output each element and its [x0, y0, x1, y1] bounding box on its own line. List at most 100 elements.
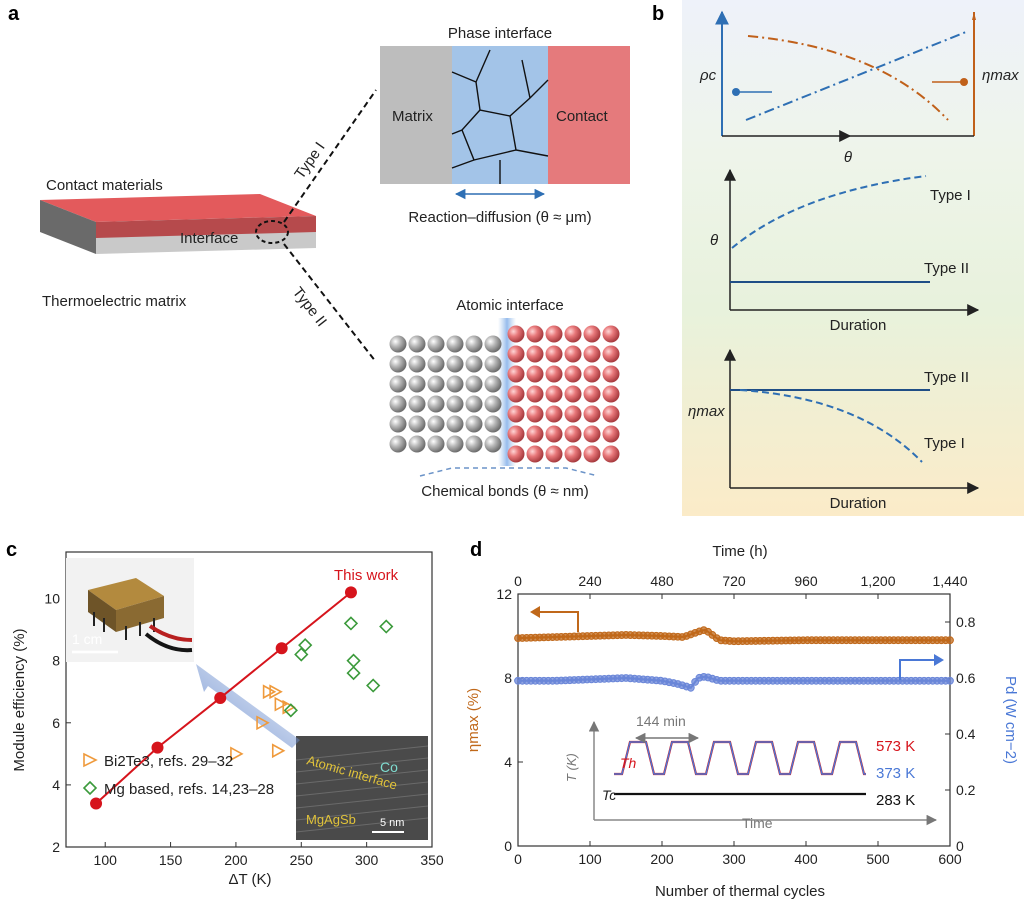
d-inset-th-label: Th [620, 755, 637, 771]
matrix-atom [427, 375, 445, 393]
c-legend-bi2te3-marker [83, 752, 98, 768]
matrix-atom [446, 415, 464, 433]
contact-atom [545, 445, 563, 463]
thermoelectric-matrix-label: Thermoelectric matrix [42, 293, 187, 310]
contact-materials-label: Contact materials [46, 177, 163, 194]
panel-b-label: b [652, 3, 664, 25]
c-mg-point [294, 647, 309, 662]
c-y-tick-label: 4 [52, 777, 60, 793]
d-x2-tick-label: 960 [794, 573, 818, 589]
c-tem-scale-label: 5 nm [380, 817, 404, 829]
c-this-work-point [90, 797, 103, 810]
b-mid-type-i-label: Type I [930, 187, 971, 204]
b-mid-chart [724, 168, 980, 316]
c-mg-point [346, 665, 361, 681]
d-y2-tick-label: 0.4 [956, 726, 976, 742]
contact-atom [545, 425, 563, 443]
c-mg-point [283, 703, 298, 718]
contact-atom [583, 345, 601, 363]
matrix-atom [484, 335, 502, 353]
matrix-atom [427, 415, 445, 433]
matrix-atom [389, 355, 407, 373]
matrix-atom [408, 375, 426, 393]
matrix-atom [408, 395, 426, 413]
contact-atom [545, 365, 563, 383]
c-mg-point [346, 653, 361, 668]
c-y-tick-label: 8 [52, 653, 60, 669]
contact-atom [545, 345, 563, 363]
matrix-atom [446, 435, 464, 453]
matrix-atom [408, 415, 426, 433]
d-y-tick-label: 12 [496, 586, 512, 602]
d-x-tick-label: 400 [794, 851, 818, 867]
contact-atom [507, 425, 525, 443]
contact-atom [526, 325, 544, 343]
c-photo-inset: 1 cm [66, 558, 194, 662]
c-legend-bi2te3-label: Bi2Te3, refs. 29–32 [104, 753, 233, 770]
contact-atom [526, 445, 544, 463]
matrix-atom [427, 335, 445, 353]
matrix-atom [427, 355, 445, 373]
d-x-tick-label: 0 [514, 851, 522, 867]
d-x-tick-label: 200 [650, 851, 674, 867]
matrix-atom [446, 355, 464, 373]
contact-atom [602, 325, 620, 343]
d-x-tick-label: 100 [578, 851, 602, 867]
c-legend: Bi2Te3, refs. 29–32 Mg based, refs. 14,2… [82, 752, 274, 798]
contact-atom [564, 345, 582, 363]
matrix-label: Matrix [392, 108, 433, 125]
d-inset-t-mid: 373 K [876, 765, 915, 782]
matrix-atom [427, 395, 445, 413]
c-inset-arrow [196, 664, 300, 748]
c-this-work-point [275, 642, 288, 655]
contact-atom [564, 385, 582, 403]
contact-atom [583, 405, 601, 423]
interface-label: Interface [180, 230, 238, 247]
contact-atom [602, 445, 620, 463]
contact-atom [583, 425, 601, 443]
matrix-atom [427, 435, 445, 453]
d-pd-axis-arrow [899, 659, 940, 680]
d-y2-tick-label: 0.8 [956, 614, 976, 630]
b-top-xlabel: θ [844, 149, 852, 166]
slab-schematic [40, 194, 316, 254]
matrix-atom [389, 415, 407, 433]
c-x-tick-label: 100 [94, 852, 118, 868]
contact-atom [583, 325, 601, 343]
contact-atom [507, 345, 525, 363]
b-mid-type-ii-label: Type II [924, 260, 969, 277]
matrix-atom [446, 395, 464, 413]
matrix-atom [484, 395, 502, 413]
d-x2-tick-label: 480 [650, 573, 674, 589]
c-this-work-point [214, 691, 227, 704]
c-tem-inset: 5 nm Co Atomic interface MgAgSb [295, 736, 429, 840]
c-xlabel: ΔT (K) [228, 871, 271, 888]
type-ii-dashed-line [283, 243, 377, 363]
contact-atom [545, 405, 563, 423]
panel-c-label: c [6, 539, 17, 561]
c-legend-mg-marker [82, 780, 98, 796]
c-y-tick-label: 2 [52, 839, 60, 855]
phase-interface-title: Phase interface [448, 25, 552, 42]
c-this-work-point [151, 741, 164, 754]
interface-circle [255, 220, 289, 244]
matrix-atom [465, 335, 483, 353]
matrix-atom [465, 375, 483, 393]
contact-atom [602, 365, 620, 383]
contact-atom [564, 325, 582, 343]
contact-atom [526, 365, 544, 383]
contact-atom [507, 385, 525, 403]
contact-atom [583, 365, 601, 383]
d-y2-tick-label: 0 [956, 838, 964, 854]
c-x-tick-label: 350 [420, 852, 444, 868]
c-tem-co-label: Co [380, 759, 398, 775]
panel-d-label: d [470, 539, 482, 561]
matrix-atom [389, 375, 407, 393]
type-i-dashed-line [283, 89, 377, 223]
c-tem-mgagsb-label: MgAgSb [306, 812, 356, 827]
b-mid-xlabel: Duration [830, 317, 887, 334]
c-x-tick-label: 150 [159, 852, 183, 868]
contact-atom [526, 385, 544, 403]
reaction-diffusion-label: Reaction–diffusion (θ ≈ μm) [408, 209, 591, 226]
